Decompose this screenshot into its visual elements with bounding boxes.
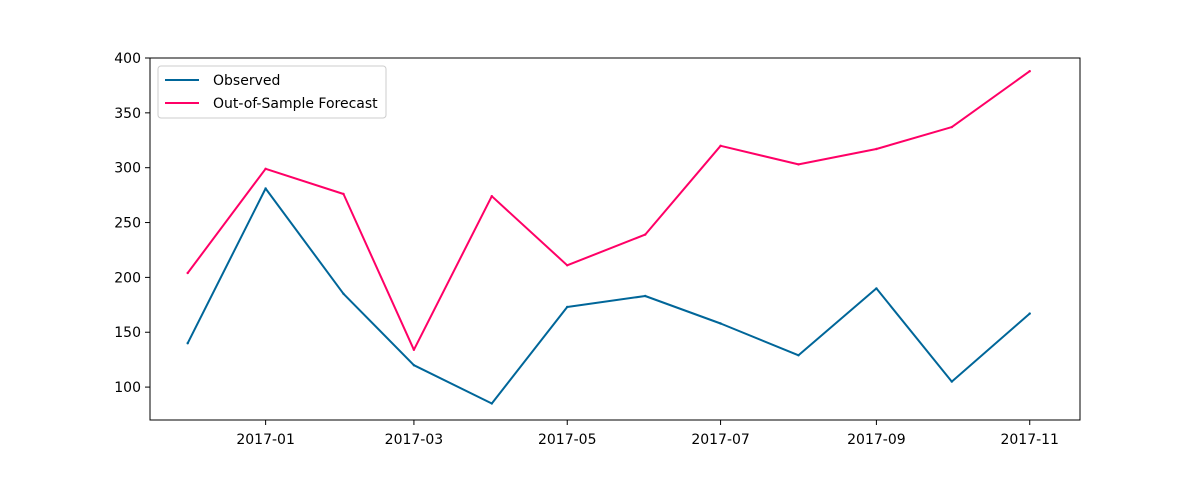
data-point-0-2 bbox=[342, 292, 345, 295]
data-point-1-0 bbox=[186, 271, 189, 275]
data-point-1-6 bbox=[644, 233, 647, 236]
data-point-0-5 bbox=[566, 305, 569, 309]
legend-label-0: Observed bbox=[213, 73, 280, 89]
y-tick-label: 150 bbox=[114, 325, 141, 341]
y-tick-label: 300 bbox=[114, 161, 141, 177]
data-point-1-10 bbox=[950, 125, 953, 129]
data-point-1-1 bbox=[264, 167, 267, 170]
x-tick-label: 2017-11 bbox=[1000, 432, 1059, 448]
axes: 100 150 200 250 300 350 400 2017-01 2017-03 2017-… bbox=[114, 51, 1081, 448]
data-point-0-4 bbox=[490, 402, 493, 405]
y-tick-label: 400 bbox=[114, 51, 141, 67]
data-point-0-0 bbox=[186, 342, 189, 345]
data-point-1-7 bbox=[719, 144, 722, 147]
y-tick-label: 250 bbox=[114, 216, 141, 232]
data-point-0-11 bbox=[1028, 312, 1031, 315]
data-point-1-3 bbox=[412, 348, 416, 351]
x-tick-label: 2017-03 bbox=[385, 432, 444, 448]
x-tick-label: 2017-09 bbox=[847, 432, 906, 448]
data-point-0-6 bbox=[644, 294, 647, 298]
y-tick-label: 200 bbox=[114, 270, 141, 286]
x-tick-label: 2017-05 bbox=[538, 432, 597, 448]
legend-box bbox=[157, 65, 387, 119]
data-point-1-11 bbox=[1028, 70, 1031, 73]
y-tick-label: 350 bbox=[114, 106, 141, 122]
data-point-0-8 bbox=[797, 354, 800, 357]
data-point-0-7 bbox=[719, 322, 722, 325]
series-layer bbox=[186, 70, 1031, 405]
data-point-0-1 bbox=[264, 187, 267, 190]
x-tick-label: 2017-01 bbox=[236, 432, 295, 448]
series-line-0 bbox=[186, 187, 1031, 405]
data-point-0-10 bbox=[950, 380, 953, 383]
x-tick-label: 2017-07 bbox=[691, 432, 750, 448]
legend: Observed Out-of-Sample Forecast bbox=[157, 65, 387, 119]
data-point-1-8 bbox=[797, 163, 800, 166]
data-point-1-9 bbox=[875, 147, 878, 151]
plot-frame bbox=[149, 57, 1081, 421]
y-tick-label: 100 bbox=[114, 380, 141, 396]
data-point-1-5 bbox=[566, 264, 569, 267]
series-line-1 bbox=[186, 70, 1031, 351]
data-point-0-3 bbox=[412, 364, 416, 367]
data-point-0-9 bbox=[875, 287, 878, 290]
data-point-1-4 bbox=[490, 195, 493, 198]
data-point-1-2 bbox=[342, 192, 345, 196]
legend-label-1: Out-of-Sample Forecast bbox=[213, 96, 378, 112]
